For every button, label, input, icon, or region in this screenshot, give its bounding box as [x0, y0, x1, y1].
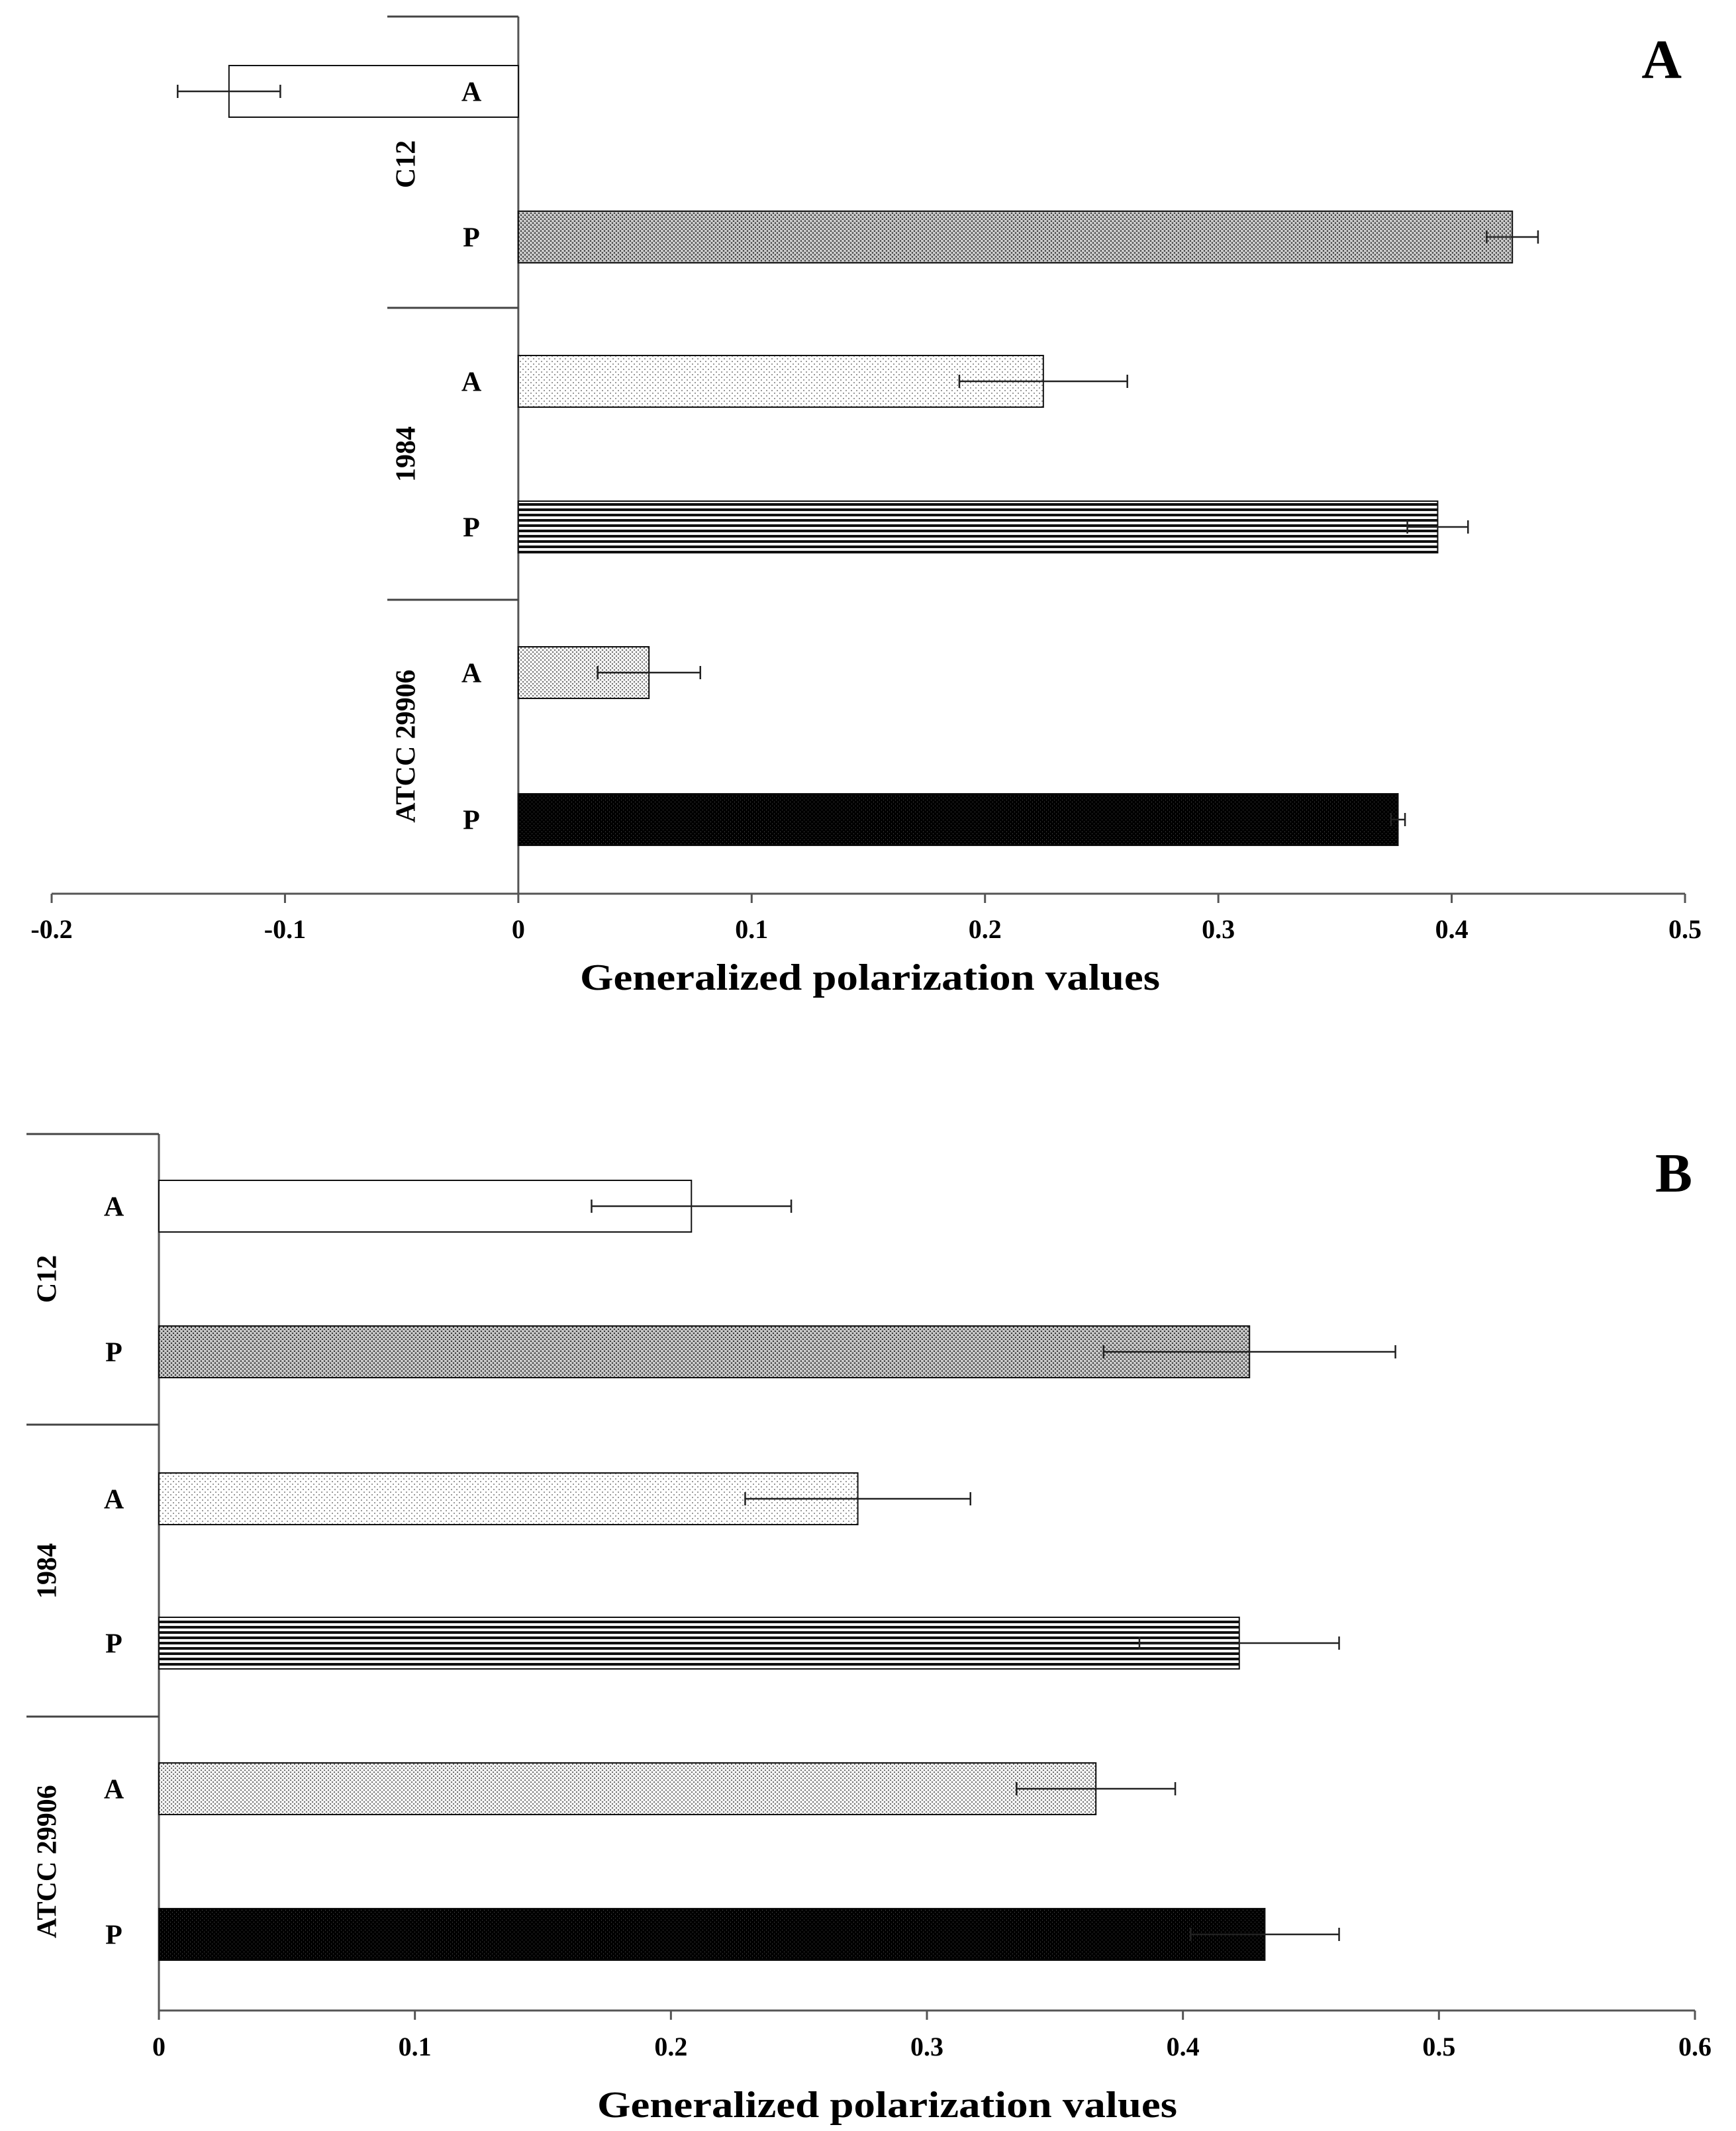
category-label: A — [104, 1485, 124, 1515]
x-tick-label: 0.5 — [1422, 2032, 1455, 2061]
group-label: 1984 — [391, 426, 422, 482]
x-tick-label: 0.3 — [1202, 914, 1235, 944]
bar — [158, 1325, 1251, 1378]
panel-b-chart: B 0 0.1 0.2 0.3 0.4 0.5 0.6 C12 A P 1984 A P ATCC 299… — [26, 1133, 1712, 2126]
panel-b-x-axis-title: Generalized polarization values — [597, 2085, 1177, 2126]
bar — [517, 355, 1044, 408]
bar — [517, 211, 1514, 263]
bar — [517, 500, 1439, 553]
panel-a-chart: A -0.2 -0.1 0 0.1 0.2 0.3 0.4 0.5 C12 A P 1984 A P ATC… — [30, 15, 1702, 998]
x-tick-label: -0.1 — [264, 914, 306, 944]
x-tick-label: 0.5 — [1668, 914, 1702, 944]
group-label: 1984 — [32, 1543, 63, 1599]
group-label: ATCC 29906 — [391, 669, 422, 822]
category-label: P — [463, 806, 480, 836]
x-tick-label: 0.2 — [969, 914, 1002, 944]
panel-b-letter: B — [1655, 1143, 1692, 1204]
bar — [158, 1762, 1097, 1815]
category-label: A — [104, 1192, 124, 1223]
x-tick-label: 0.3 — [910, 2032, 943, 2061]
x-tick-label: 0.1 — [735, 914, 768, 944]
group-label: C12 — [391, 140, 422, 188]
bar — [158, 1908, 1266, 1961]
category-label: A — [461, 77, 482, 108]
x-tick-label: 0 — [152, 2032, 166, 2061]
x-tick-label: 0.6 — [1678, 2032, 1712, 2061]
x-tick-label: 0.2 — [654, 2032, 687, 2061]
group-label: ATCC 29906 — [32, 1785, 63, 1938]
panel-a-letter: A — [1641, 29, 1682, 91]
category-label: P — [105, 1338, 122, 1368]
category-label: P — [463, 223, 480, 254]
x-tick-label: 0 — [512, 914, 525, 944]
bar — [158, 1617, 1240, 1670]
x-tick-label: 0.4 — [1167, 2032, 1200, 2061]
panel-a-x-axis-title: Generalized polarization values — [580, 957, 1160, 998]
category-label: P — [105, 1629, 122, 1660]
bar — [517, 793, 1399, 846]
group-label: C12 — [32, 1255, 63, 1303]
bar — [158, 1472, 859, 1525]
category-label: A — [104, 1775, 124, 1805]
category-label: P — [105, 1920, 122, 1951]
x-tick-label: -0.2 — [30, 914, 72, 944]
panel-b-plot-area: 0 0.1 0.2 0.3 0.4 0.5 0.6 C12 A P 1984 A P ATCC 29906… — [26, 1133, 1712, 2061]
category-label: A — [461, 367, 482, 398]
x-tick-label: 0.4 — [1435, 914, 1469, 944]
category-label: P — [463, 513, 480, 544]
x-tick-label: 0.1 — [399, 2032, 432, 2061]
panel-a-plot-area: -0.2 -0.1 0 0.1 0.2 0.3 0.4 0.5 C12 A P 1984 A P ATCC … — [30, 15, 1702, 944]
category-label: A — [461, 659, 482, 689]
